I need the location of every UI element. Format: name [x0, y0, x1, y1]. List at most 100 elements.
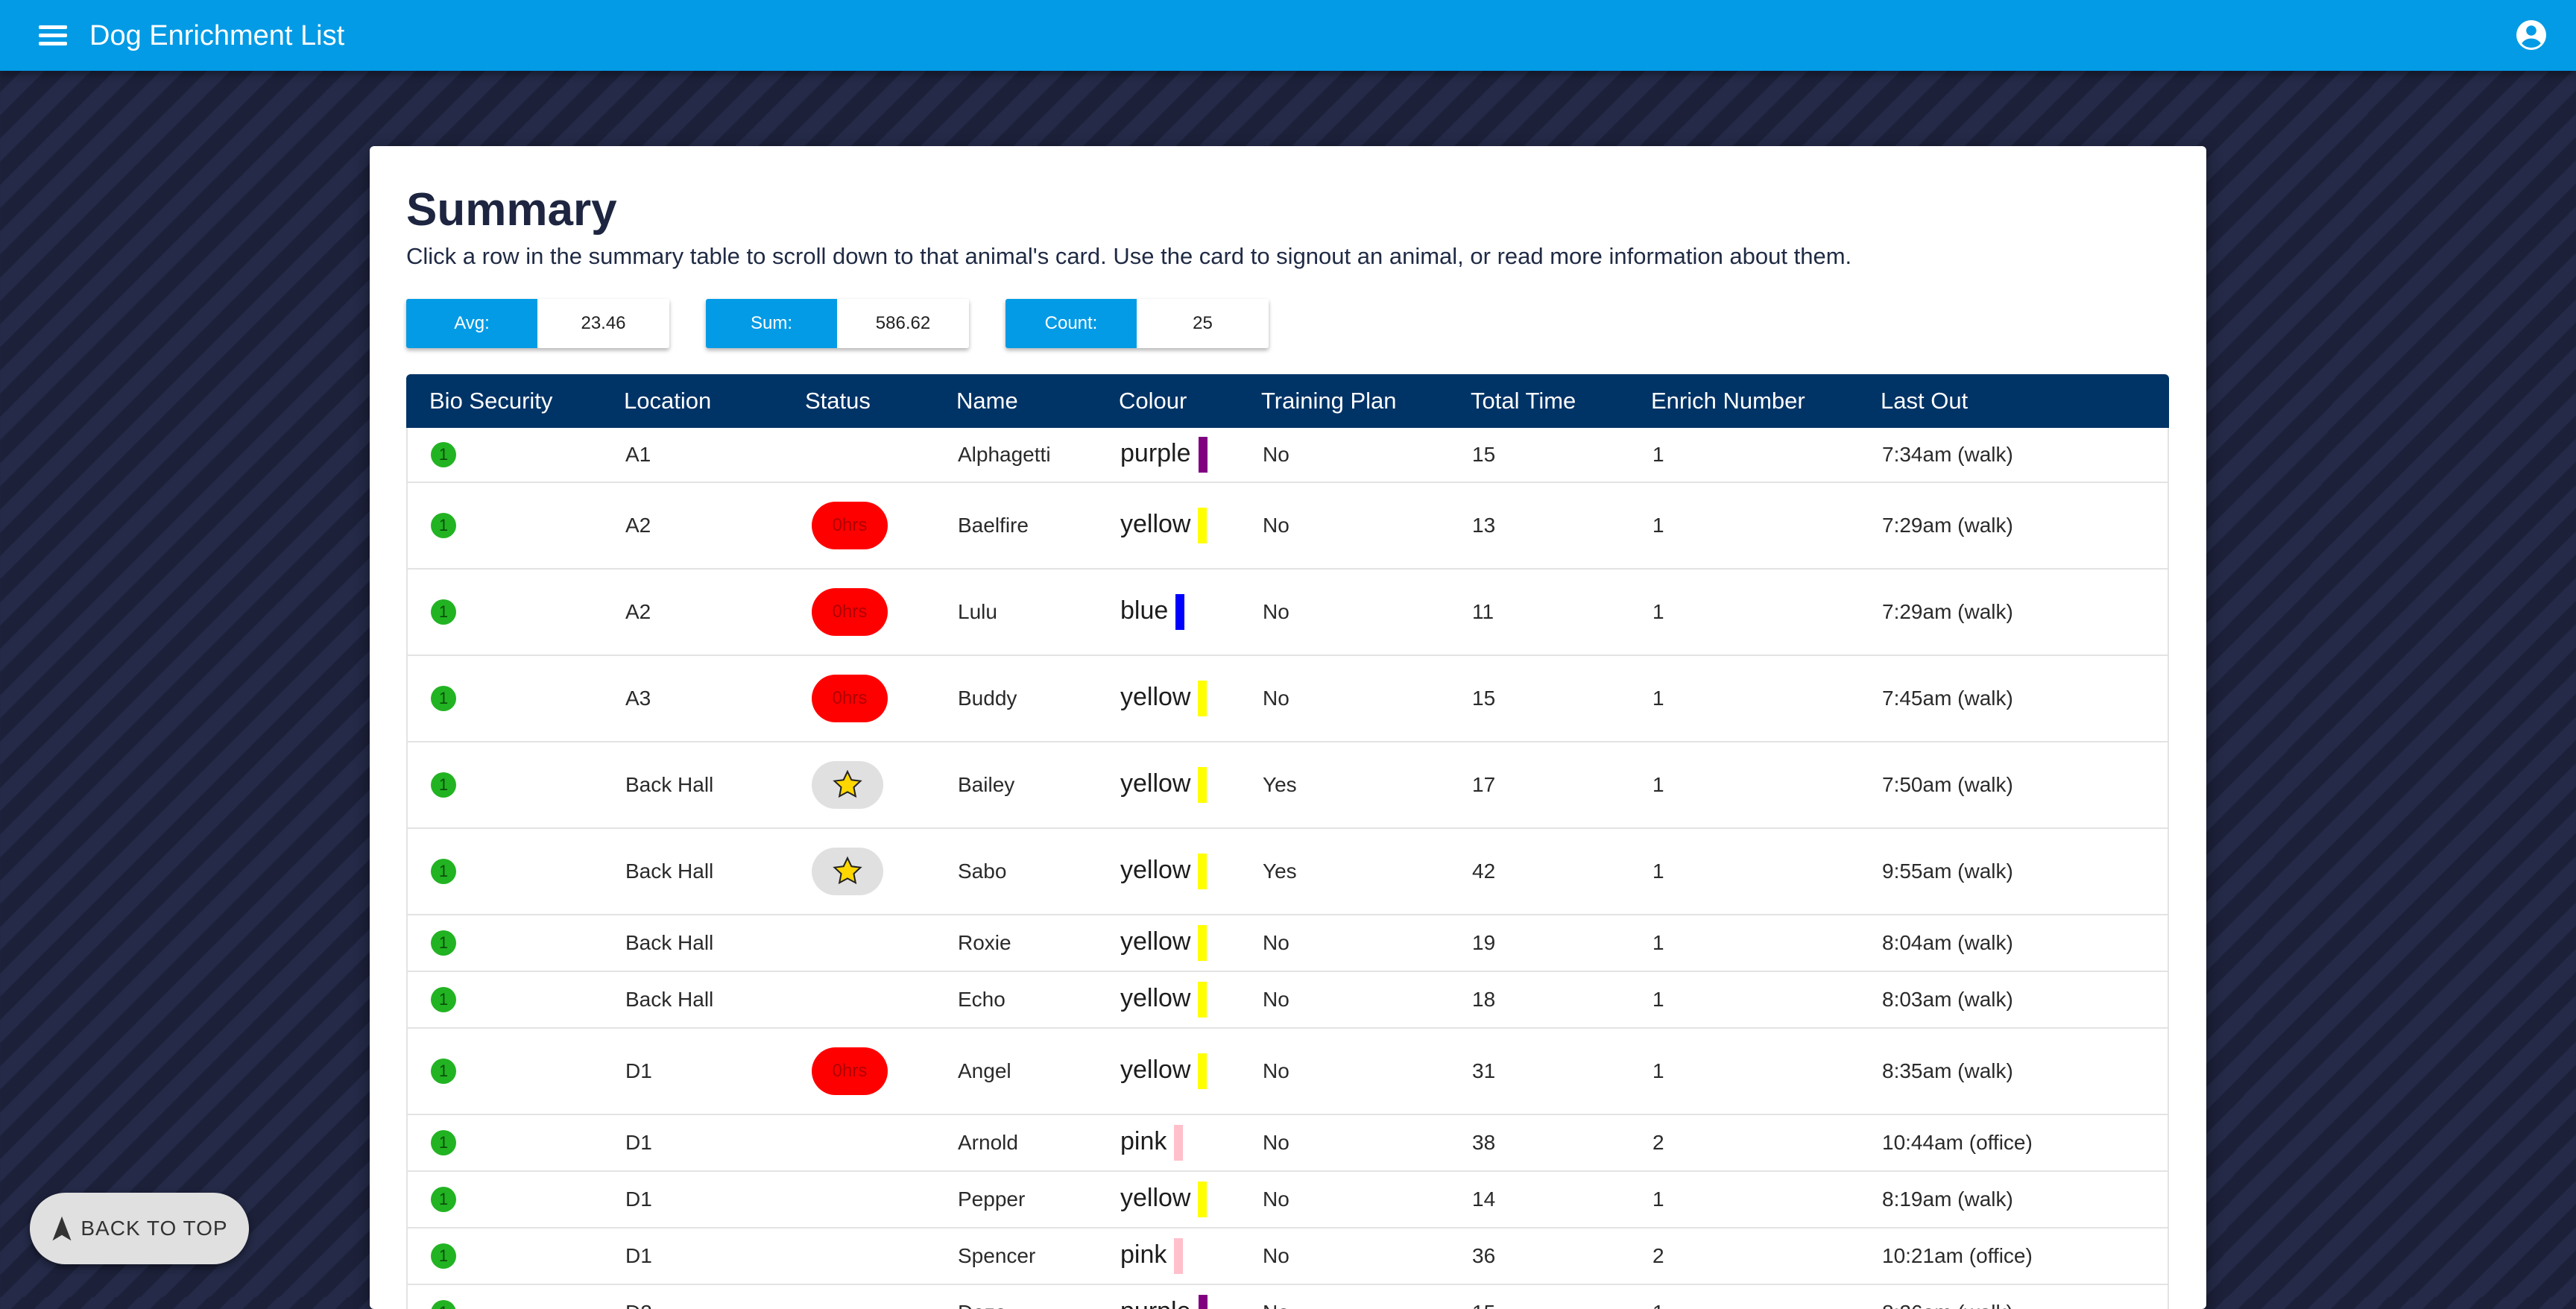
last-out-cell: 7:50am (walk) — [1882, 773, 2013, 796]
table-row[interactable]: 1 Back Hall Sabo yellow Yes 42 1 9:55am (walk) — [406, 829, 2169, 915]
status-badge: 0hrs — [812, 588, 888, 636]
training-plan-cell: No — [1263, 1131, 1289, 1154]
colour-cell: yellow — [1120, 925, 1208, 961]
enrich-number-cell: 1 — [1652, 931, 1664, 954]
header-last-out[interactable]: Last Out — [1881, 388, 1969, 414]
header-total-time[interactable]: Total Time — [1471, 388, 1576, 414]
colour-label: yellow — [1120, 855, 1191, 884]
training-plan-cell: Yes — [1263, 773, 1297, 796]
colour-swatch — [1198, 681, 1208, 716]
colour-label: pink — [1120, 1126, 1167, 1155]
training-plan-cell: No — [1263, 443, 1289, 466]
star-icon — [812, 761, 883, 809]
colour-cell: yellow — [1120, 681, 1208, 716]
sum-label: Sum: — [706, 299, 837, 348]
location-cell: D1 — [625, 1059, 652, 1082]
colour-swatch — [1198, 437, 1208, 473]
table-row[interactable]: 1 Back Hall Bailey yellow Yes 17 1 7:50am (walk… — [406, 742, 2169, 829]
header-enrich-number[interactable]: Enrich Number — [1651, 388, 1805, 414]
last-out-cell: 8:19am (walk) — [1882, 1187, 2013, 1211]
back-to-top-button[interactable]: BACK TO TOP — [30, 1193, 249, 1264]
count-value: 25 — [1137, 299, 1269, 348]
enrich-number-cell: 1 — [1652, 443, 1664, 466]
table-header: Bio Security Location Status Name Colour… — [406, 374, 2169, 428]
colour-swatch — [1175, 594, 1185, 630]
colour-cell: yellow — [1120, 1182, 1208, 1217]
location-cell: A2 — [625, 514, 651, 537]
colour-label: blue — [1120, 596, 1169, 625]
colour-label: yellow — [1120, 509, 1191, 538]
last-out-cell: 7:29am (walk) — [1882, 514, 2013, 537]
total-time-cell: 31 — [1472, 1059, 1496, 1082]
colour-label: purple — [1120, 1297, 1191, 1309]
count-stat: Count: 25 — [1006, 299, 1269, 348]
location-cell: Back Hall — [625, 773, 714, 796]
account-circle-icon[interactable] — [2513, 17, 2549, 53]
bio-security-indicator: 1 — [431, 859, 456, 884]
table-row[interactable]: 1 D2 Dozo purple No 15 1 8:26am (walk) — [406, 1285, 2169, 1309]
bio-security-indicator: 1 — [431, 442, 456, 467]
table-row[interactable]: 1 A1 Alphagetti purple No 15 1 7:34am (walk) — [406, 428, 2169, 483]
name-cell: Lulu — [958, 600, 997, 623]
last-out-cell: 7:29am (walk) — [1882, 600, 2013, 623]
table-row[interactable]: 1 Back Hall Roxie yellow No 19 1 8:04am (walk) — [406, 915, 2169, 972]
enrich-number-cell: 1 — [1652, 859, 1664, 883]
total-time-cell: 36 — [1472, 1244, 1496, 1267]
header-location[interactable]: Location — [624, 388, 712, 414]
total-time-cell: 15 — [1472, 687, 1496, 710]
avg-value: 23.46 — [537, 299, 669, 348]
bio-security-indicator: 1 — [431, 1243, 456, 1269]
colour-cell: pink — [1120, 1125, 1184, 1161]
menu-icon[interactable] — [33, 18, 73, 54]
header-training-plan[interactable]: Training Plan — [1261, 388, 1397, 414]
table-row[interactable]: 1 A2 0hrs Baelfire yellow No 13 1 7:29am (walk) — [406, 483, 2169, 570]
total-time-cell: 11 — [1472, 600, 1494, 623]
colour-label: yellow — [1120, 983, 1191, 1012]
location-cell: A2 — [625, 600, 651, 623]
training-plan-cell: No — [1263, 1187, 1289, 1211]
total-time-cell: 17 — [1472, 773, 1496, 796]
avg-stat: Avg: 23.46 — [406, 299, 669, 348]
table-row[interactable]: 1 A3 0hrs Buddy yellow No 15 1 7:45am (walk) — [406, 656, 2169, 742]
training-plan-cell: No — [1263, 1059, 1289, 1082]
name-cell: Roxie — [958, 931, 1011, 954]
last-out-cell: 9:55am (walk) — [1882, 859, 2013, 883]
table-row[interactable]: 1 D1 Pepper yellow No 14 1 8:19am (walk) — [406, 1172, 2169, 1228]
colour-label: yellow — [1120, 769, 1191, 798]
header-name[interactable]: Name — [956, 388, 1018, 414]
location-cell: D1 — [625, 1187, 652, 1211]
colour-cell: blue — [1120, 594, 1185, 630]
name-cell: Dozo — [958, 1301, 1006, 1309]
total-time-cell: 14 — [1472, 1187, 1496, 1211]
table-row[interactable]: 1 D1 Arnold pink No 38 2 10:44am (office) — [406, 1115, 2169, 1172]
training-plan-cell: No — [1263, 931, 1289, 954]
location-cell: Back Hall — [625, 988, 714, 1011]
colour-label: yellow — [1120, 682, 1191, 711]
total-time-cell: 13 — [1472, 514, 1496, 537]
status-badge: 0hrs — [812, 502, 888, 549]
colour-cell: yellow — [1120, 1053, 1208, 1089]
training-plan-cell: No — [1263, 1301, 1289, 1309]
colour-swatch — [1174, 1125, 1184, 1161]
name-cell: Bailey — [958, 773, 1015, 796]
avg-label: Avg: — [406, 299, 537, 348]
name-cell: Sabo — [958, 859, 1007, 883]
page-title: Summary — [406, 184, 617, 236]
bio-security-indicator: 1 — [431, 1059, 456, 1084]
bio-security-indicator: 1 — [431, 1130, 456, 1155]
header-bio-security[interactable]: Bio Security — [429, 388, 553, 414]
training-plan-cell: No — [1263, 1244, 1289, 1267]
table-row[interactable]: 1 A2 0hrs Lulu blue No 11 1 7:29am (walk) — [406, 570, 2169, 656]
table-row[interactable]: 1 D1 0hrs Angel yellow No 31 1 8:35am (walk) — [406, 1029, 2169, 1115]
training-plan-cell: Yes — [1263, 859, 1297, 883]
app-bar: Dog Enrichment List — [0, 0, 2576, 71]
colour-swatch — [1198, 982, 1208, 1018]
summary-description: Click a row in the summary table to scro… — [406, 243, 1852, 269]
table-row[interactable]: 1 D1 Spencer pink No 36 2 10:21am (office) — [406, 1228, 2169, 1285]
enrich-number-cell: 1 — [1652, 773, 1664, 796]
table-row[interactable]: 1 Back Hall Echo yellow No 18 1 8:03am (walk) — [406, 972, 2169, 1029]
name-cell: Alphagetti — [958, 443, 1051, 466]
header-colour[interactable]: Colour — [1119, 388, 1187, 414]
header-status[interactable]: Status — [805, 388, 871, 414]
last-out-cell: 7:45am (walk) — [1882, 687, 2013, 710]
